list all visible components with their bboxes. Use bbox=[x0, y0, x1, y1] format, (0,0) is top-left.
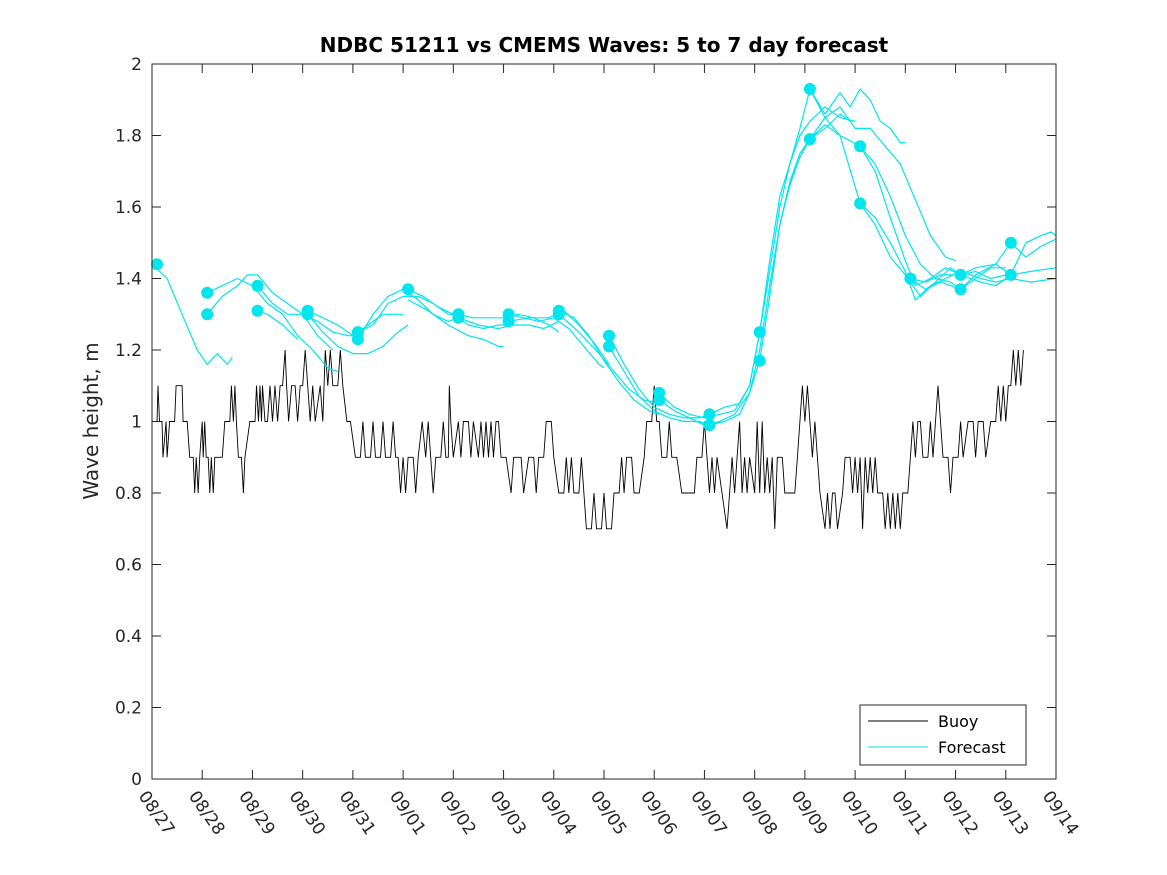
forecast-line-7 bbox=[307, 313, 409, 355]
forecast-line-30 bbox=[910, 238, 1057, 290]
y-axis-label: Wave height, m bbox=[79, 342, 103, 499]
y-tick-label: 1.8 bbox=[115, 127, 142, 147]
y-tick-label: 0.6 bbox=[115, 556, 142, 576]
buoy-line bbox=[152, 349, 1024, 530]
y-tick-label: 1.2 bbox=[115, 341, 142, 361]
y-tick-label: 0 bbox=[131, 770, 142, 790]
forecast-line-8 bbox=[357, 295, 459, 333]
forecast-marker-1 bbox=[151, 258, 163, 271]
forecast-line-13 bbox=[458, 317, 560, 330]
forecast-marker-32 bbox=[1004, 236, 1017, 249]
y-tick-label: 1 bbox=[131, 413, 142, 433]
forecast-marker-2 bbox=[201, 286, 214, 299]
legend-box bbox=[859, 704, 1027, 766]
forecast-line-25 bbox=[759, 106, 956, 361]
forecast-marker-27 bbox=[854, 140, 867, 153]
forecast-line-22 bbox=[709, 106, 856, 415]
forecast-marker-33 bbox=[1004, 268, 1017, 281]
forecast-marker-23 bbox=[753, 326, 766, 339]
forecast-marker-26 bbox=[803, 133, 816, 146]
forecast-marker-22 bbox=[703, 419, 716, 432]
forecast-line-24 bbox=[759, 88, 906, 333]
forecast-marker-12 bbox=[452, 311, 465, 324]
forecast-marker-3 bbox=[201, 308, 214, 321]
forecast-marker-17 bbox=[603, 329, 615, 342]
forecast-marker-9 bbox=[351, 333, 364, 346]
legend-buoy-label: Buoy bbox=[938, 712, 978, 731]
forecast-marker-20 bbox=[653, 394, 666, 406]
forecast-marker-10 bbox=[402, 283, 415, 296]
forecast-line-31 bbox=[910, 231, 1057, 283]
forecast-marker-14 bbox=[502, 315, 515, 328]
forecast-marker-30 bbox=[954, 268, 967, 281]
plot-area bbox=[152, 64, 1056, 779]
forecast-marker-24 bbox=[753, 354, 766, 367]
forecast-marker-4 bbox=[251, 279, 264, 292]
y-axis-ticks: 0 0.2 0.4 0.6 0.8 1 1.2 1.4 1.6 1.8 2 bbox=[115, 55, 1056, 790]
forecast-marker-5 bbox=[251, 304, 264, 317]
y-tick-label: 1.6 bbox=[115, 198, 142, 218]
forecast-line-2 bbox=[206, 277, 339, 373]
forecast-marker-31 bbox=[954, 283, 967, 296]
y-tick-label: 1.4 bbox=[115, 270, 142, 290]
y-tick-label: 0.8 bbox=[115, 484, 142, 504]
y-tick-label: 0.2 bbox=[115, 699, 142, 719]
forecast-markers bbox=[151, 83, 1017, 432]
forecast-line-26 bbox=[809, 124, 1006, 290]
forecast-marker-29 bbox=[904, 272, 917, 285]
forecast-marker-18 bbox=[603, 340, 615, 353]
y-tick-label: 0.4 bbox=[115, 627, 142, 647]
forecast-marker-28 bbox=[854, 197, 867, 210]
forecast-marker-25 bbox=[803, 83, 816, 95]
legend-forecast-label: Forecast bbox=[938, 738, 1006, 757]
forecast-line-3 bbox=[206, 274, 334, 351]
forecast-marker-7 bbox=[301, 308, 314, 321]
buoy-series bbox=[152, 349, 1024, 530]
forecast-line-16 bbox=[558, 310, 660, 415]
forecast-line-27 bbox=[809, 88, 1006, 297]
forecast-marker-16 bbox=[552, 308, 565, 321]
chart-title: NDBC 51211 vs CMEMS Waves: 5 to 7 day fo… bbox=[320, 33, 889, 57]
y-tick-label: 2 bbox=[131, 55, 142, 75]
forecast-line-18 bbox=[608, 335, 710, 419]
legend: Buoy Forecast bbox=[859, 704, 1027, 766]
forecast-line-1 bbox=[151, 263, 233, 365]
forecast-line-11 bbox=[407, 299, 504, 347]
forecast-marker-21 bbox=[703, 408, 716, 421]
forecast-line-17 bbox=[558, 313, 660, 405]
